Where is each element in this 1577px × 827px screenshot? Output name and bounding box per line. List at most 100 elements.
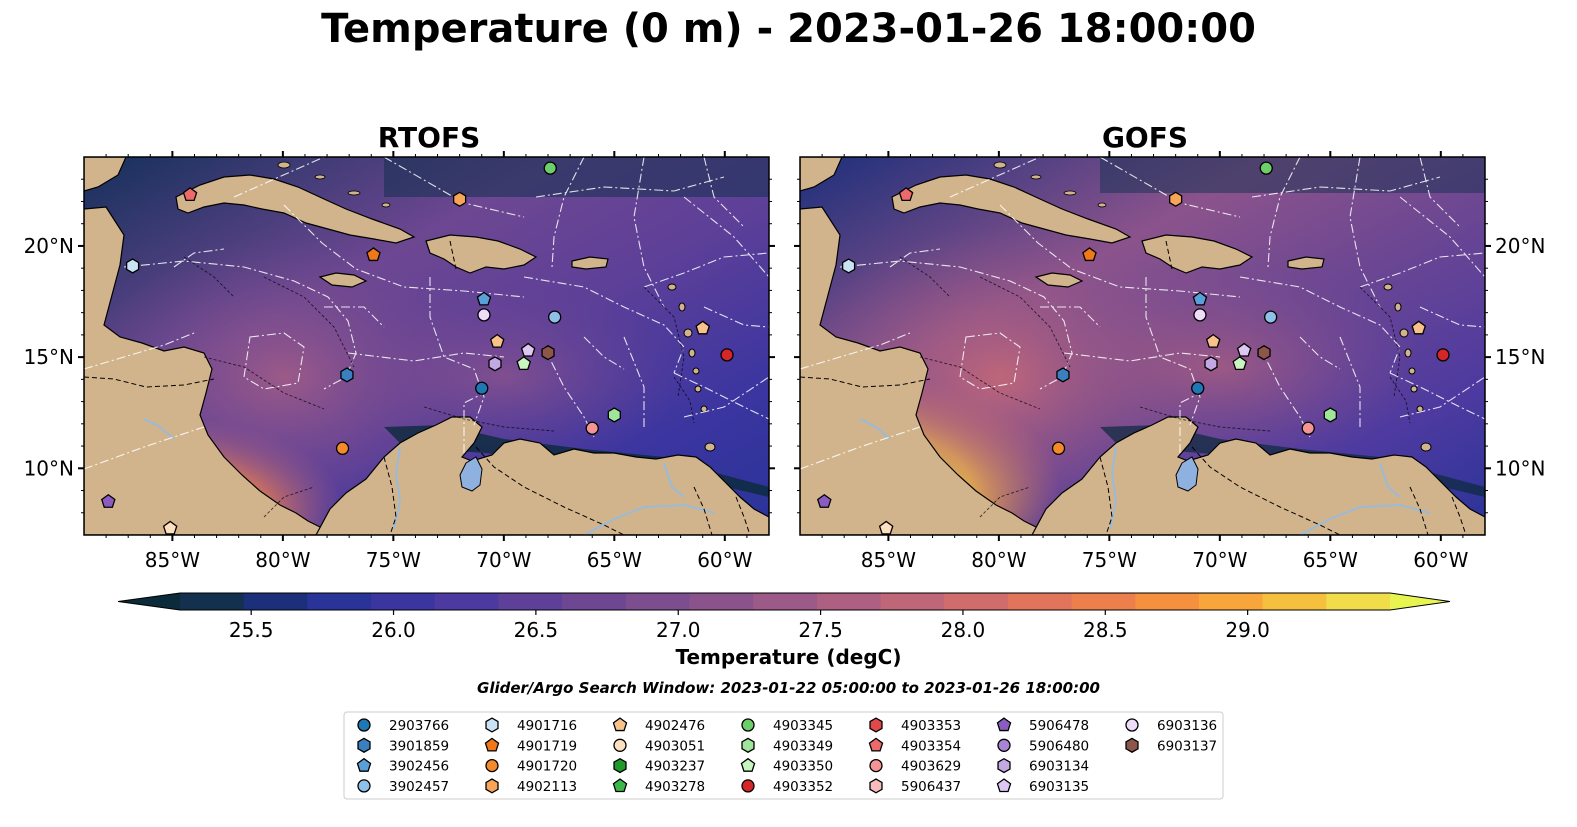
float-marker: [489, 333, 505, 348]
lon-tick-label: 70°W: [476, 548, 531, 572]
float-marker: [1169, 191, 1183, 207]
lon-tick-label: 80°W: [255, 548, 310, 572]
float-marker: [1323, 407, 1337, 423]
colorbar-segment: [371, 593, 436, 610]
colorbar-outline: [117, 592, 1451, 611]
legend-label: 6903134: [1029, 759, 1089, 775]
colorbar-segment: [625, 593, 691, 610]
legend-marker: [740, 757, 756, 772]
float-marker: [841, 258, 856, 274]
panel-title-rtofs: RTOFS: [377, 121, 481, 154]
colorbar-tick-label: 28.5: [1083, 618, 1128, 642]
lon-tick-label: 65°W: [1303, 548, 1358, 572]
legend-label: 4901716: [517, 718, 577, 734]
legend-label: 4901720: [517, 759, 577, 775]
float-marker: [720, 348, 734, 362]
lon-tick-label: 65°W: [587, 548, 642, 572]
colorbar-segment: [180, 593, 245, 610]
float-marker: [1264, 310, 1278, 324]
legend-label: 3902457: [389, 779, 449, 795]
legend-label: 5906480: [1029, 738, 1089, 754]
colorbar-segment: [944, 593, 1009, 610]
legend-label: 4903352: [773, 779, 833, 795]
legend-label: 3902456: [389, 759, 449, 775]
colorbar-tick-label: 26.0: [371, 618, 416, 642]
float-marker: [1236, 342, 1252, 357]
legend: 2903766 3901859 3902456 3902457 4901716 49017…: [343, 711, 1224, 800]
float-marker: [476, 291, 492, 306]
float-marker: [335, 441, 350, 455]
lon-tick-label: 60°W: [697, 548, 752, 572]
legend-marker: [1125, 737, 1139, 753]
legend-label: 4903051: [645, 738, 705, 754]
lat-tick-label: 20°N: [24, 234, 74, 258]
float-marker: [1205, 333, 1221, 348]
legend-marker: [485, 758, 499, 773]
float-marker: [1232, 356, 1248, 371]
float-marker: [898, 187, 914, 202]
legend-marker: [357, 779, 371, 793]
legend-label: 4903349: [773, 738, 833, 754]
legend-label: 6903135: [1029, 779, 1089, 795]
lat-tick-label: 10°N: [24, 456, 74, 480]
float-marker: [477, 308, 491, 322]
legend-box: [343, 711, 1224, 800]
lat-tick-label: 20°N: [1495, 234, 1545, 258]
legend-label: 4903237: [645, 759, 705, 775]
float-marker: [543, 161, 557, 175]
colorbar-segment: [1135, 593, 1200, 610]
colorbar-tick-label: 27.0: [656, 618, 701, 642]
float-marker: [695, 320, 711, 335]
float-marker: [1436, 348, 1450, 362]
figure-title: Temperature (0 m) - 2023-01-26 18:00:00: [321, 6, 1256, 52]
float-marker: [488, 356, 502, 372]
float-marker: [585, 421, 599, 435]
float-marker: [541, 345, 555, 361]
legend-marker: [484, 737, 500, 752]
legend-marker: [869, 717, 883, 733]
float-marker: [1193, 308, 1207, 322]
legend-label: 4902113: [517, 779, 577, 795]
colorbar: 25.5 26.0 26.5 27.0 27.5 28.0 28.5 29.0: [117, 592, 1451, 642]
colorbar-segment: [880, 593, 945, 610]
legend-label: 4903278: [645, 779, 705, 795]
map-panel-gofs: [799, 156, 1486, 536]
legend-label: 4903354: [901, 738, 961, 754]
colorbar-segment: [1262, 593, 1327, 610]
legend-marker: [996, 778, 1012, 793]
legend-label: 4903629: [901, 759, 961, 775]
float-marker: [1301, 421, 1315, 435]
colorbar-segment: [816, 593, 882, 610]
legend-label: 4903350: [773, 759, 833, 775]
legend-marker: [868, 737, 884, 752]
float-marker: [1257, 345, 1271, 361]
colorbar-segment: [307, 593, 372, 610]
float-marker: [1051, 441, 1066, 455]
colorbar-tick-label: 25.5: [229, 618, 274, 642]
legend-marker: [612, 778, 628, 793]
float-marker: [516, 356, 532, 371]
colorbar-label: Temperature (degC): [675, 645, 902, 669]
lon-tick-label: 85°W: [861, 548, 916, 572]
legend-label: 4901719: [517, 738, 577, 754]
panel-title-gofs: GOFS: [1101, 121, 1189, 154]
lon-tick-label: 75°W: [1082, 548, 1137, 572]
legend-marker: [485, 778, 499, 794]
float-marker: [1259, 161, 1273, 175]
panel-frame: [83, 156, 770, 536]
legend-marker: [613, 757, 627, 774]
float-marker: [453, 191, 467, 207]
legend-label: 2903766: [389, 718, 449, 734]
legend-label: 4903353: [901, 718, 961, 734]
colorbar-segment: [562, 593, 627, 610]
colorbar-segment: [1326, 593, 1391, 610]
lon-tick-label: 80°W: [971, 548, 1026, 572]
panel-frame: [799, 156, 1486, 536]
legend-marker: [741, 718, 755, 732]
map-panel-rtofs: [83, 156, 770, 536]
float-marker: [366, 247, 381, 262]
float-marker: [1082, 247, 1097, 262]
legend-marker: [997, 757, 1011, 774]
colorbar-extend-min: [118, 593, 180, 610]
